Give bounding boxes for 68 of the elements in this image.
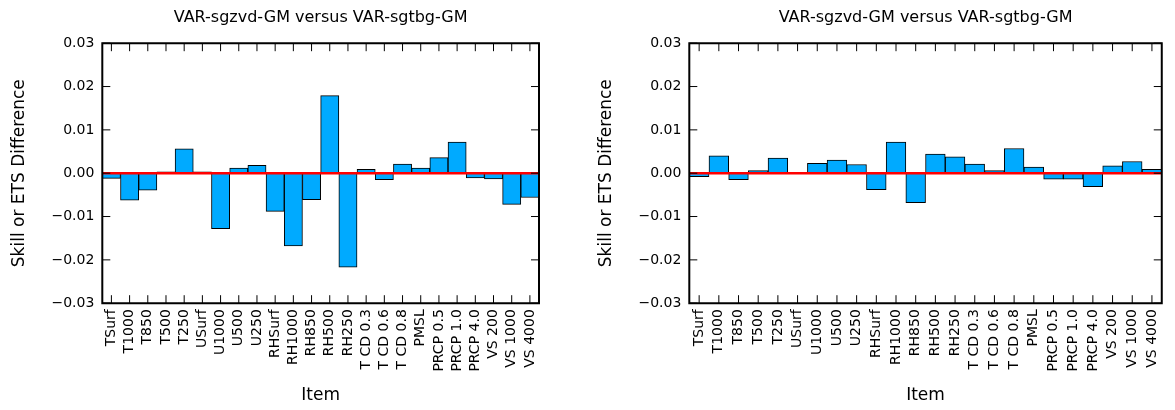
y-tick-label: −0.02 — [51, 250, 95, 267]
y-tick-label: −0.01 — [638, 207, 682, 224]
x-tick-label: T CD 0.6 — [985, 309, 1002, 371]
x-tick-label: PRCP 4.0 — [1083, 309, 1100, 372]
x-tick-label: U1000 — [211, 309, 228, 356]
x-tick-label: PMSL — [1024, 309, 1041, 347]
x-tick-label: VS 4000 — [1142, 309, 1159, 368]
y-tick-label: −0.03 — [51, 293, 95, 310]
y-tick-label: 0.03 — [650, 33, 682, 50]
x-tick-label: RH850 — [906, 309, 923, 357]
x-tick-label: RH250 — [945, 309, 962, 357]
chart-title: VAR-sgzvd-GM versus VAR-sgtbg-GM — [173, 6, 468, 26]
x-axis-title: Item — [301, 384, 340, 405]
x-tick-label: TSurf — [102, 308, 119, 348]
x-tick-label: T850 — [138, 309, 155, 346]
x-tick-label: T1000 — [120, 309, 137, 355]
x-tick-label: PRCP 4.0 — [465, 309, 482, 372]
x-tick-label: VS 200 — [484, 309, 501, 359]
x-tick-label: T500 — [156, 309, 173, 346]
x-tick-label: T250 — [174, 309, 191, 346]
x-tick-label: RHSurf — [866, 308, 883, 358]
x-tick-label: RH1000 — [284, 309, 300, 366]
x-tick-label: PRCP 1.0 — [447, 309, 464, 372]
x-tick-label: VS 1000 — [502, 309, 519, 368]
x-tick-label: T CD 0.3 — [356, 309, 373, 371]
x-tick-label: T CD 0.6 — [374, 309, 391, 371]
x-tick-label: PRCP 1.0 — [1063, 309, 1080, 372]
x-tick-label: T CD 0.8 — [1004, 309, 1021, 371]
x-tick-label: VS 200 — [1103, 309, 1120, 359]
x-tick-label: VS 1000 — [1122, 309, 1139, 368]
x-tick-label: U500 — [229, 309, 246, 347]
y-tick-label: 0.00 — [63, 163, 95, 180]
x-tick-label: U250 — [847, 309, 864, 347]
x-tick-label: T CD 0.3 — [965, 309, 982, 371]
x-tick-label: T CD 0.8 — [393, 309, 410, 371]
x-tick-label: U500 — [827, 309, 844, 347]
y-tick-label: 0.02 — [63, 77, 95, 94]
x-tick-label: T1000 — [709, 309, 726, 355]
x-tick-label: U1000 — [807, 309, 824, 356]
x-tick-label: PMSL — [411, 309, 428, 347]
y-tick-label: −0.01 — [51, 207, 95, 224]
chart-title: VAR-sgzvd-GM versus VAR-sgtbg-GM — [778, 6, 1073, 26]
x-tick-label: U250 — [247, 309, 264, 347]
y-tick-label: 0.02 — [650, 77, 682, 94]
x-tick-label: PRCP 0.5 — [1044, 309, 1061, 372]
x-tick-label: VS 4000 — [520, 309, 537, 368]
x-axis-title: Item — [906, 384, 945, 405]
y-tick-label: 0.00 — [650, 163, 682, 180]
x-tick-label: PRCP 0.5 — [429, 309, 446, 372]
y-tick-label: −0.03 — [638, 293, 682, 310]
x-tick-label: USurf — [193, 308, 210, 348]
y-tick-label: 0.03 — [63, 33, 95, 50]
x-tick-label: RH500 — [926, 309, 943, 357]
x-tick-label: RHSurf — [265, 308, 282, 358]
x-tick-label: RH250 — [338, 309, 355, 357]
y-tick-label: 0.01 — [650, 120, 682, 137]
x-tick-label: T250 — [768, 309, 785, 346]
x-tick-label: USurf — [788, 308, 805, 348]
x-tick-label: RH500 — [320, 309, 337, 357]
y-tick-label: −0.02 — [638, 250, 682, 267]
x-tick-label: RH850 — [302, 309, 319, 357]
y-tick-label: 0.01 — [63, 120, 95, 137]
x-tick-label: TSurf — [689, 308, 706, 348]
x-tick-label: RH1000 — [886, 309, 903, 366]
x-tick-label: T500 — [748, 309, 765, 346]
y-axis-title: Skill or ETS Difference — [594, 79, 615, 268]
y-axis-title: Skill or ETS Difference — [7, 79, 28, 268]
x-tick-label: T850 — [729, 309, 746, 346]
